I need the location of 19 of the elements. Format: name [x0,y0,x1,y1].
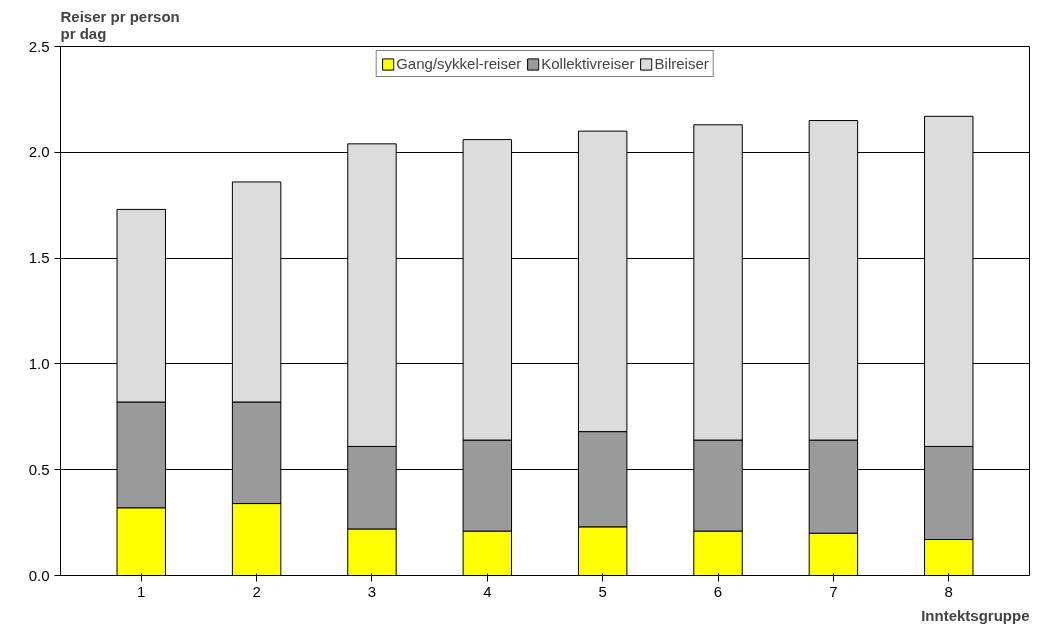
legend-label: Kollektivreiser [541,55,635,72]
legend-label: Gang/sykkel-reiser [396,55,522,72]
x-axis-title: Inntektsgruppe [921,606,1030,624]
y-tick-label: 2.5 [28,37,50,55]
x-tick-label: 7 [829,582,838,600]
y-axis-title: Reiser pr person pr dag [60,7,180,42]
y-tick-label: 2.0 [28,143,50,161]
y-tick-label: 0.0 [28,566,50,584]
y-tick-label: 1.5 [28,249,50,267]
x-tick-label: 2 [252,582,261,600]
x-tick-label: 5 [598,582,607,600]
x-tick-label: 4 [483,582,492,600]
y-tick-label: 0.5 [28,460,50,478]
x-tick-label: 3 [367,582,377,600]
x-tick-label: 8 [944,582,953,600]
x-tick-label: 6 [713,582,723,600]
y-tick-label: 1.0 [28,354,50,372]
x-tick-label: 1 [137,582,146,600]
legend-label: Bilreiser [654,55,709,72]
